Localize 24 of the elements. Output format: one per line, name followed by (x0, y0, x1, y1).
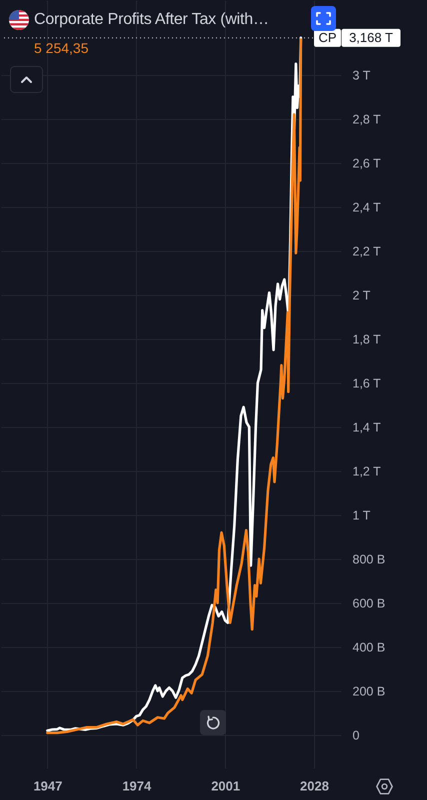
series-label: CP (318, 30, 337, 45)
x-tick-label: 1974 (122, 778, 152, 794)
y-tick-label: 400 B (352, 640, 386, 654)
x-tick-label: 2001 (211, 778, 240, 794)
y-tick-label: 2,6 T (352, 156, 382, 170)
y-tick-label: 1,2 T (352, 464, 382, 478)
y-tick-label: 2,2 T (352, 244, 382, 258)
y-tick-label: 800 B (352, 552, 386, 566)
y-tick-label: 3 T (352, 68, 371, 82)
text: 5 254,35 (34, 39, 88, 58)
y-tick-label: 1,8 T (352, 332, 382, 346)
y-tick-label: 600 B (352, 596, 386, 610)
y-tick-label: 2,8 T (352, 112, 382, 126)
y-tick-label: 2 T (352, 288, 371, 302)
y-tick-label: 1,4 T (352, 420, 382, 434)
y-tick-label: 0 (352, 728, 360, 742)
y-tick-label: 2,4 T (352, 200, 382, 214)
y-tick-label: 200 B (352, 684, 386, 698)
text: Corporate Profits After Tax (with… (34, 10, 269, 30)
y-tick-label: 1 T (352, 508, 371, 522)
x-tick-label: 1947 (33, 778, 62, 794)
ref-line-label: 3,168 T (349, 30, 393, 45)
y-tick-label: 1,6 T (352, 376, 382, 390)
x-tick-label: 2028 (300, 778, 329, 794)
